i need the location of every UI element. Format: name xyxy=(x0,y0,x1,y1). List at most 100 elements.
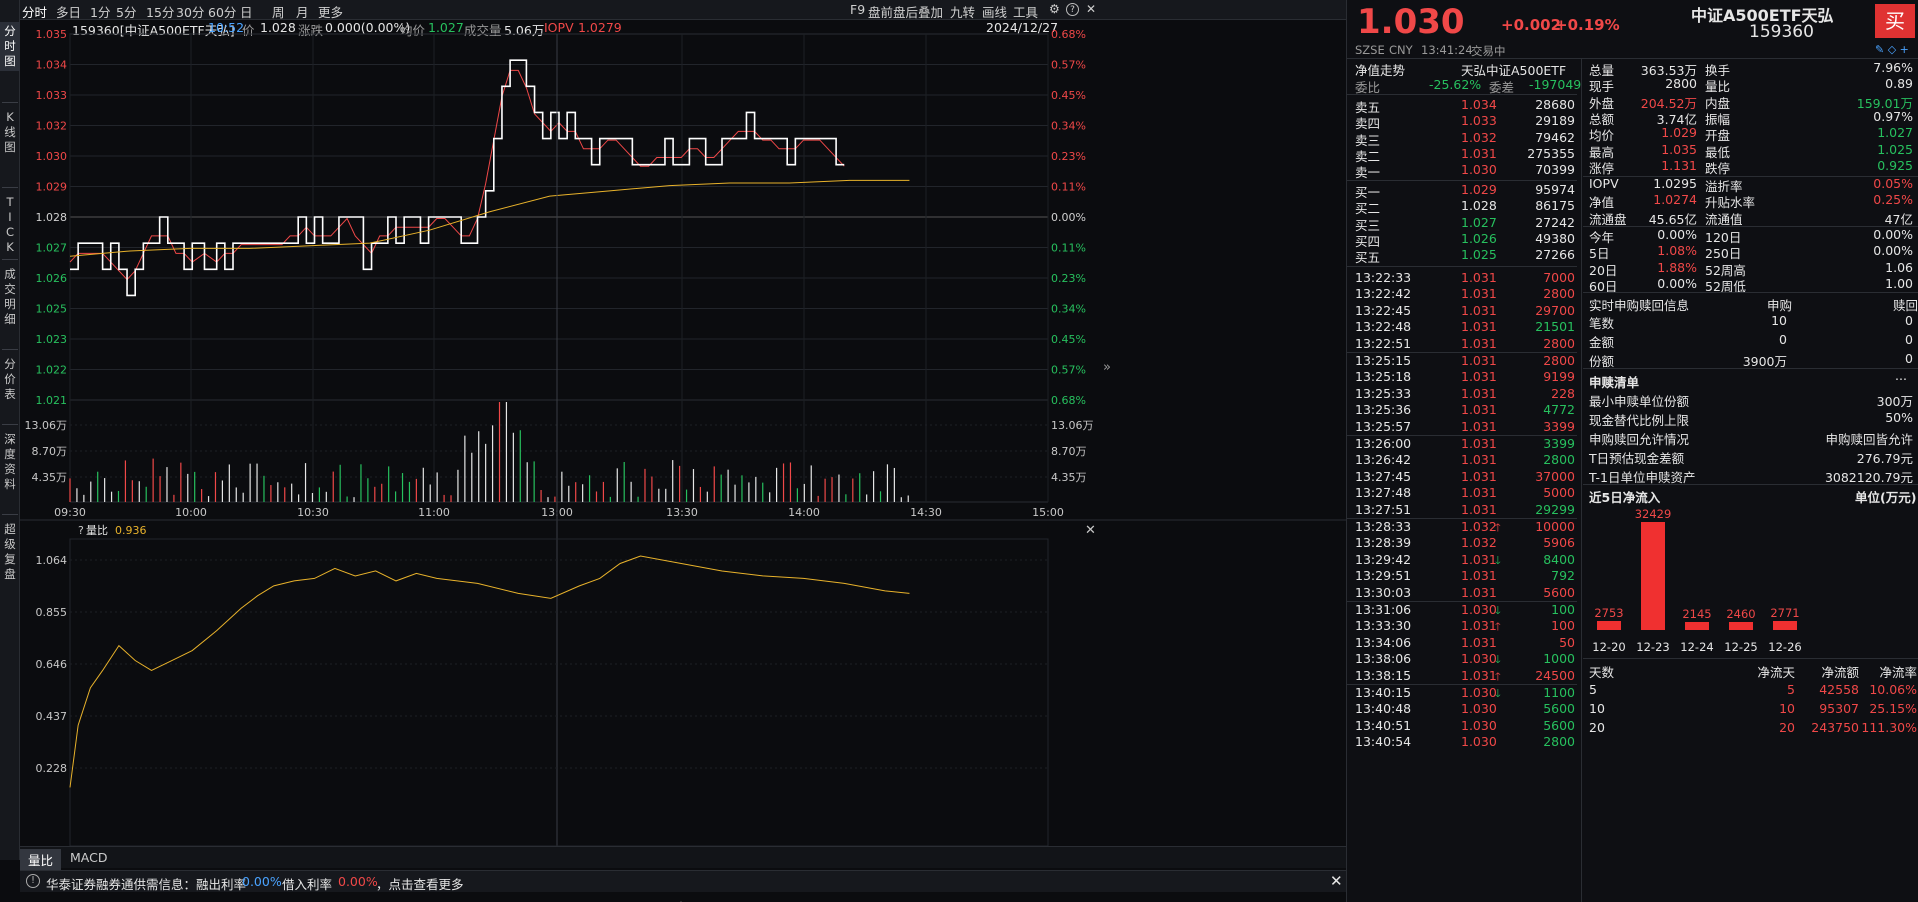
weibi-value: -25.62% xyxy=(1429,77,1482,92)
tick-price: 1.031 xyxy=(1461,369,1497,385)
period-tab-6[interactable]: 60分 xyxy=(208,5,237,20)
inflow-table-cell: 25.15% xyxy=(1869,701,1917,716)
quote-time: 13:41:24 xyxy=(1421,43,1473,57)
period-tab-2[interactable]: 1分 xyxy=(90,5,111,20)
period-tab-8[interactable]: 周 xyxy=(272,5,285,20)
ask-price[interactable]: 1.030 xyxy=(1461,162,1497,178)
stats-value: 1.029 xyxy=(1661,125,1697,141)
toolbar-item-0[interactable]: F9 xyxy=(850,2,866,17)
bid-price[interactable]: 1.028 xyxy=(1461,198,1497,214)
tick-price: 1.031 xyxy=(1461,335,1497,351)
sub-panel-close-icon[interactable]: ✕ xyxy=(1085,523,1096,538)
sidebar-item-2[interactable]: T I C K xyxy=(5,195,15,254)
tick-volume: 5600 xyxy=(1543,717,1575,733)
stats2-label2: 升贴水率 xyxy=(1705,195,1756,211)
sub-panel-help-icon[interactable]: ? xyxy=(78,524,84,537)
settings-gear-icon[interactable]: ⚙ xyxy=(1049,2,1060,16)
divider xyxy=(1347,94,1577,95)
stats-value: 204.52万 xyxy=(1640,95,1697,111)
inflow-table-cell: 243750 xyxy=(1811,720,1859,735)
close-chart-icon[interactable]: ✕ xyxy=(1086,2,1097,16)
toolbar-item-5[interactable]: 工具 xyxy=(1013,5,1039,20)
redeem-row-label: 笔数 xyxy=(1589,316,1615,331)
collapse-panel-icon[interactable]: » xyxy=(1103,360,1111,375)
ask-price[interactable]: 1.034 xyxy=(1461,97,1497,112)
divider xyxy=(1347,180,1577,181)
tick-time: 13:25:33 xyxy=(1355,385,1412,401)
tick-time: 13:22:48 xyxy=(1355,319,1412,335)
inflow-bar-category: 12-23 xyxy=(1636,640,1670,654)
period-tab-3[interactable]: 5分 xyxy=(116,5,137,20)
toolbar-item-4[interactable]: 画线 xyxy=(982,5,1008,20)
edit-icon[interactable]: ✎ ◇ + xyxy=(1875,43,1909,56)
bid-volume: 27266 xyxy=(1535,247,1575,263)
volume-tick-label-right: 4.35万 xyxy=(1051,471,1087,484)
stats-label2: 跌停 xyxy=(1705,160,1731,176)
perf-value: 1.88% xyxy=(1657,259,1697,275)
arrow-down-icon: 🡓 xyxy=(1495,553,1501,567)
sidebar-item-0[interactable]: 分 时 图 xyxy=(0,22,20,71)
perf-label2: 52周低 xyxy=(1705,278,1746,294)
perf-value2: 0.00% xyxy=(1873,227,1913,242)
sub-panel-label: 量比 xyxy=(86,524,108,537)
nav-trend-label[interactable]: 净值走势 xyxy=(1355,63,1406,78)
buy-button[interactable]: 买 xyxy=(1875,4,1915,38)
chart-date: 2024/12/27 xyxy=(986,20,1059,35)
bid-price[interactable]: 1.026 xyxy=(1461,230,1497,246)
arrow-down-icon: 🡓 xyxy=(1495,687,1501,700)
sidebar-item-3[interactable]: 成 交 明 细 xyxy=(4,267,16,326)
period-tab-4[interactable]: 15分 xyxy=(146,5,175,20)
period-tab-5[interactable]: 30分 xyxy=(176,5,205,20)
tick-volume: 50 xyxy=(1559,634,1575,650)
sidebar-item-5[interactable]: 深 度 资 料 xyxy=(4,432,16,491)
tick-time: 13:22:42 xyxy=(1355,286,1412,302)
period-tab-9[interactable]: 月 xyxy=(296,5,309,20)
volume-tick-label: 13.06万 xyxy=(25,419,68,432)
period-tab-0[interactable]: 分时 xyxy=(22,5,48,20)
bid-price[interactable]: 1.029 xyxy=(1461,182,1497,197)
ask-price[interactable]: 1.031 xyxy=(1461,145,1497,161)
redeem-col1: 申购 xyxy=(1767,298,1793,313)
help-icon[interactable]: ? xyxy=(1066,3,1079,16)
sidebar-separator xyxy=(2,102,18,103)
close-icon[interactable]: ✕ xyxy=(1330,872,1343,890)
ask-price[interactable]: 1.033 xyxy=(1461,113,1497,129)
perf-label2: 52周高 xyxy=(1705,262,1746,278)
sidebar-item-1[interactable]: K 线 图 xyxy=(4,110,16,154)
tick-time: 13:25:57 xyxy=(1355,418,1412,434)
toolbar-item-1[interactable]: 盘前盘后 xyxy=(868,5,919,20)
time-tick-label: 14:30 xyxy=(910,506,942,519)
sidebar-item-4[interactable]: 分 价 表 xyxy=(4,357,16,401)
intraday-chart[interactable]: 1.035 0.68% 1.034 0.57% 1.033 0.45% 1.032 0.34%… xyxy=(20,20,1346,846)
sg-list-more[interactable]: ... xyxy=(1895,368,1907,383)
perf-value: 0.00% xyxy=(1657,275,1697,291)
sidebar-separator xyxy=(2,259,18,260)
ask-label: 卖五 xyxy=(1355,100,1381,115)
sidebar-item-6[interactable]: 超 级 复 盘 xyxy=(4,522,16,581)
inflow-table-cell: 95307 xyxy=(1819,701,1859,716)
pct-tick-label: 0.45% xyxy=(1051,89,1086,102)
bid-price[interactable]: 1.025 xyxy=(1461,247,1497,263)
tab-liangbi[interactable]: 量比 xyxy=(20,849,62,870)
status-suffix: ，点击查看更多 xyxy=(376,877,464,892)
sg-list-label: T日预估现金差额 xyxy=(1589,451,1685,466)
status-bar[interactable]: ! 华泰证券融券通供需信息：融出利率 0.00% 借入利率 0.00% ，点击查… xyxy=(20,870,1346,892)
ask-price[interactable]: 1.032 xyxy=(1461,129,1497,145)
tick-volume: 2800 xyxy=(1543,353,1575,368)
bid-price[interactable]: 1.027 xyxy=(1461,214,1497,230)
period-tab-7[interactable]: 日 xyxy=(240,5,253,20)
period-tab-10[interactable]: 更多 xyxy=(318,5,344,20)
stats2-value2: 0.05% xyxy=(1873,176,1913,191)
tick-price: 1.031 xyxy=(1461,319,1497,335)
tick-time: 13:34:06 xyxy=(1355,634,1412,650)
inflow-table-cell: 5 xyxy=(1589,682,1597,697)
tick-price: 1.030 xyxy=(1461,651,1497,667)
tab-macd[interactable]: MACD xyxy=(70,850,108,865)
expand-icon[interactable]: ︽ xyxy=(676,893,686,902)
stats2-value2: 0.25% xyxy=(1873,192,1913,208)
toolbar-item-2[interactable]: 叠加 xyxy=(918,5,944,20)
toolbar-item-3[interactable]: 九转 xyxy=(950,5,976,20)
period-tab-1[interactable]: 多日 xyxy=(56,5,82,20)
indicator-tabs: 量比 MACD xyxy=(20,846,1346,870)
tick-price: 1.031 xyxy=(1461,452,1497,468)
